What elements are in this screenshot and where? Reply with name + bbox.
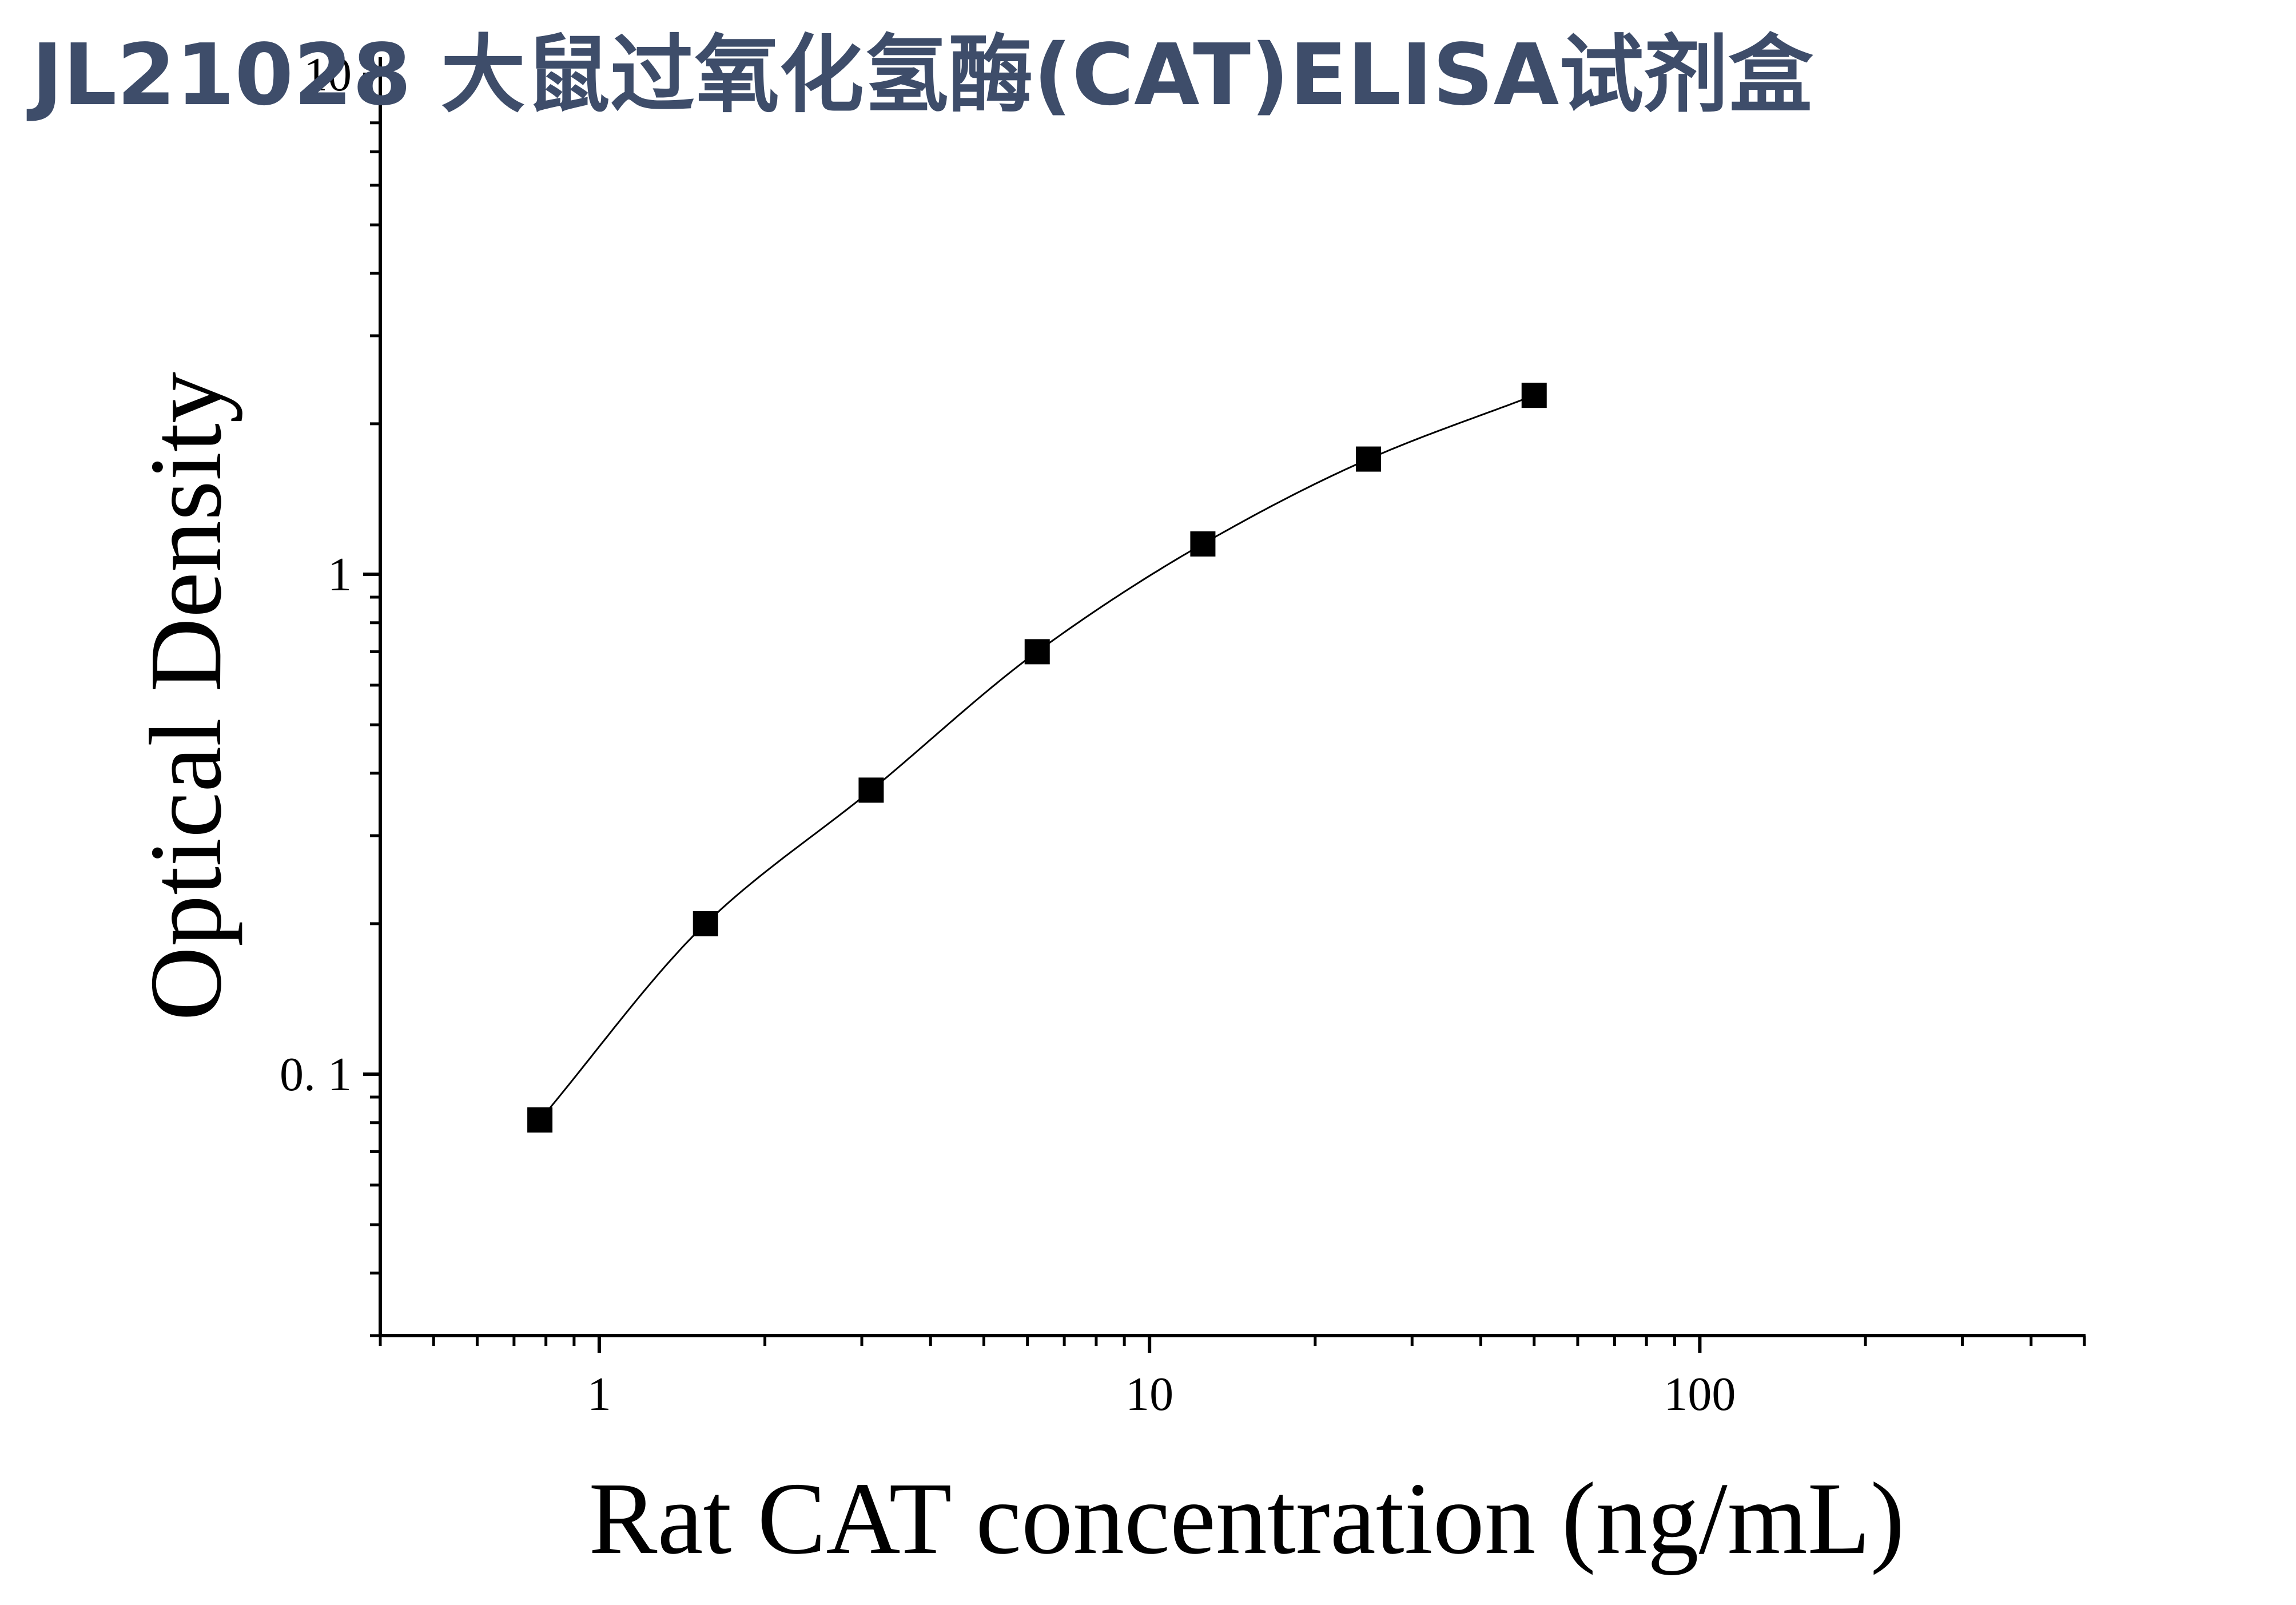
data-point [693,911,718,936]
data-point [527,1107,553,1133]
data-point [1521,383,1547,408]
data-point [1356,446,1382,472]
y-tick-label: 1 [328,548,352,601]
labels-layer: 1 10 100 0. 1 1 10 Rat CAT concentration (ng/m… [129,48,1905,1575]
x-tick-label: 1 [587,1368,611,1421]
x-axis-title: Rat CAT concentration (ng/mL) [588,1461,1904,1575]
data-point [1190,531,1216,557]
x-tick-label: 100 [1664,1368,1736,1421]
data-point [1024,639,1050,665]
y-axis-title: Optical Density [129,372,242,1021]
y-tick-label: 10 [304,48,352,101]
points-layer [527,383,1547,1133]
y-tick-label: 0. 1 [280,1048,352,1101]
axes-layer [363,57,2086,1353]
x-tick-label: 10 [1125,1368,1173,1421]
data-point [858,777,884,803]
page-title: JL21028 大鼠过氧化氢酶(CAT)ELISA试剂盒 [31,26,1813,124]
